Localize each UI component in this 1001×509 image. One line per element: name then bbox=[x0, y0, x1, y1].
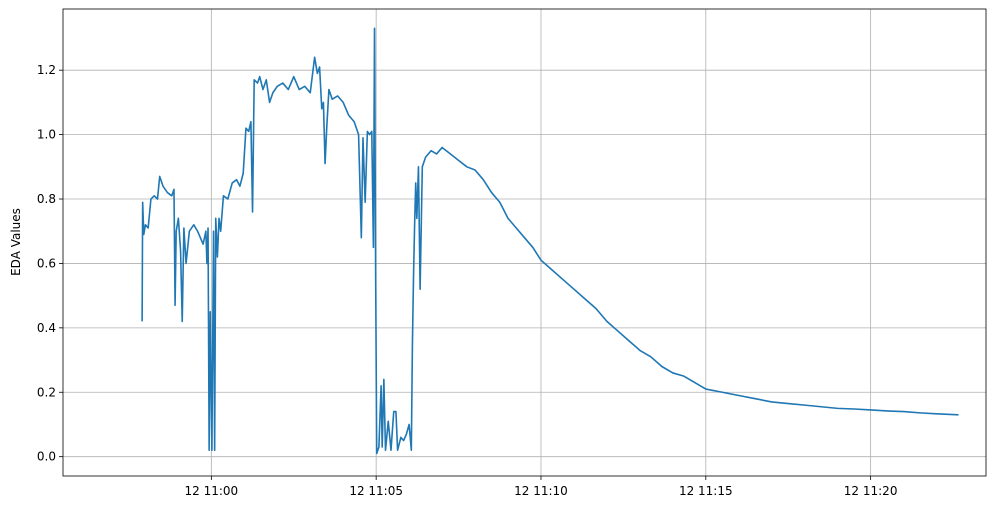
y-tick-label: 0.8 bbox=[37, 192, 56, 206]
y-tick: 0.4 bbox=[37, 321, 63, 335]
y-tick-label: 0.2 bbox=[37, 385, 56, 399]
y-tick: 1.2 bbox=[37, 63, 63, 77]
x-tick: 12 11:15 bbox=[679, 476, 733, 498]
x-tick: 12 11:20 bbox=[844, 476, 898, 498]
x-tick: 12 11:05 bbox=[349, 476, 403, 498]
x-tick-label: 12 11:05 bbox=[349, 484, 403, 498]
y-axis-label: EDA Values bbox=[9, 208, 23, 276]
y-axis: 0.0 0.2 0.4 0.6 0.8 1.0 1.2 bbox=[37, 63, 63, 464]
x-tick: 12 11:00 bbox=[185, 476, 239, 498]
x-tick-label: 12 11:20 bbox=[844, 484, 898, 498]
y-tick-label: 0.4 bbox=[37, 321, 56, 335]
y-tick: 0.2 bbox=[37, 385, 63, 399]
y-tick-label: 0.6 bbox=[37, 256, 56, 270]
x-tick-label: 12 11:00 bbox=[185, 484, 239, 498]
x-tick-label: 12 11:15 bbox=[679, 484, 733, 498]
y-tick-label: 1.0 bbox=[37, 128, 56, 142]
grid-lines bbox=[63, 9, 986, 476]
y-tick: 0.8 bbox=[37, 192, 63, 206]
y-tick: 0.6 bbox=[37, 256, 63, 270]
x-tick-label: 12 11:10 bbox=[514, 484, 568, 498]
plot-frame bbox=[62, 8, 987, 477]
y-tick: 0.0 bbox=[37, 450, 63, 464]
y-tick-label: 0.0 bbox=[37, 450, 56, 464]
series-line-eda bbox=[141, 27, 959, 455]
y-tick: 1.0 bbox=[37, 128, 63, 142]
y-tick-label: 1.2 bbox=[37, 63, 56, 77]
x-tick: 12 11:10 bbox=[514, 476, 568, 498]
x-axis: 12 11:00 12 11:05 12 11:10 12 11:15 12 11:20 bbox=[185, 476, 898, 498]
series-layer bbox=[141, 27, 959, 455]
